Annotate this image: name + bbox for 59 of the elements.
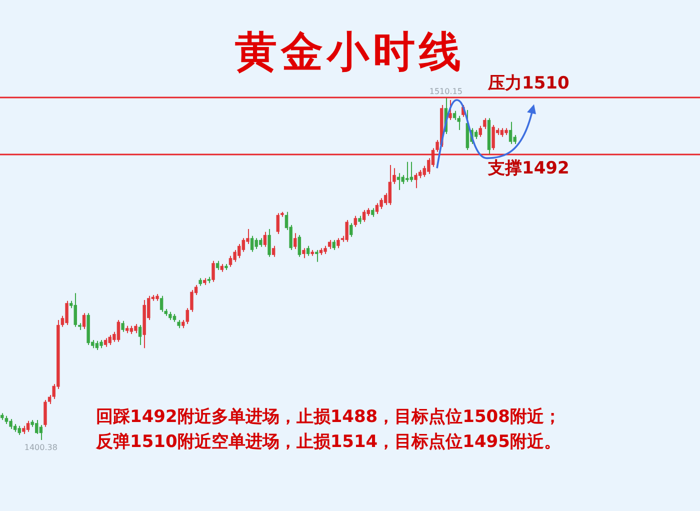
candlestick <box>250 235 254 252</box>
annotation: 1400.38 <box>24 443 58 452</box>
candlestick <box>212 260 215 282</box>
ref-line-label: 支撑1492 <box>487 158 570 178</box>
candlestick <box>298 234 302 258</box>
candlestick <box>186 308 190 325</box>
candlestick <box>328 239 332 250</box>
candlestick <box>306 245 310 256</box>
candlestick <box>492 124 495 150</box>
candlestick <box>263 231 267 248</box>
candlestick <box>294 232 297 250</box>
candlestick <box>138 324 142 346</box>
candlestick <box>9 418 12 430</box>
annotation: 回踩1492附近多单进场，止损1488，目标点位1508附近； <box>96 406 561 429</box>
candlestick <box>380 198 383 210</box>
candlestick <box>134 324 138 334</box>
candlestick <box>242 238 246 252</box>
ref-line-label: 压力1510 <box>487 73 570 94</box>
candlestick <box>268 228 271 258</box>
candlestick <box>414 172 418 189</box>
candlestick <box>354 215 358 228</box>
candlestick <box>336 238 340 249</box>
candlestick <box>483 118 486 130</box>
candlestick <box>237 244 241 259</box>
candlestick <box>457 115 460 130</box>
candlestick <box>410 161 414 182</box>
candlestick <box>315 249 318 262</box>
candlestick <box>82 312 86 330</box>
candlestick <box>65 300 68 326</box>
candlestick <box>448 99 452 120</box>
annotation: 反弹1510附近空单进场，止损1514，目标点位1495附近。 <box>96 431 561 454</box>
annotation: 1510.15 <box>429 87 462 96</box>
candlestick <box>160 295 164 312</box>
candlestick <box>513 134 516 145</box>
candlestick <box>44 399 47 428</box>
candlestick <box>233 249 236 262</box>
candlestick <box>375 202 379 215</box>
candlestick <box>276 212 280 235</box>
candlestick <box>396 172 400 190</box>
candlestick <box>452 110 456 120</box>
candlestick <box>26 420 30 432</box>
candlestick <box>345 219 348 242</box>
candlestick <box>116 319 120 342</box>
candlestick <box>216 260 220 270</box>
candlestick <box>272 245 276 258</box>
candlestick <box>74 292 78 328</box>
candlestick <box>190 289 194 312</box>
candlestick <box>474 129 478 140</box>
candlestick <box>302 248 306 259</box>
candlestick <box>228 255 232 268</box>
candlestick <box>388 164 392 206</box>
candlestick <box>18 425 22 436</box>
candlestick <box>478 125 482 138</box>
candlestick <box>95 340 99 350</box>
candlestick <box>350 222 353 238</box>
candlestick <box>362 209 366 222</box>
candlestick <box>508 121 512 145</box>
candlestick <box>121 320 124 332</box>
chart-title: 黄金小时线 <box>235 27 465 76</box>
